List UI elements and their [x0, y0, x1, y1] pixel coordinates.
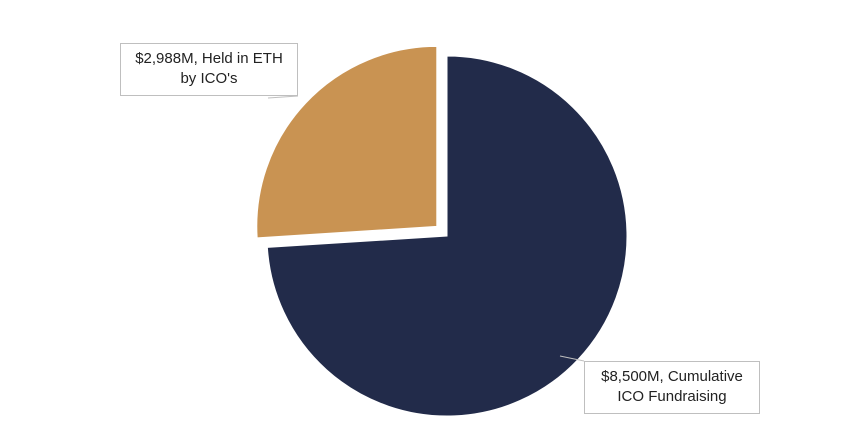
data-label-cumulative-line1: $8,500M, Cumulative [601, 368, 743, 385]
data-label-cumulative-ico-fundraising: $8,500M, Cumulative ICO Fundraising [584, 361, 760, 414]
data-label-held-in-eth: $2,988M, Held in ETH by ICO's [120, 43, 298, 96]
data-label-held-in-eth-line1: $2,988M, Held in ETH [135, 50, 283, 67]
pie-slice-cumulative-ico-fundraising [266, 55, 628, 417]
pie-slices [256, 45, 628, 417]
leader-lines [267, 95, 585, 362]
pie-slice-held-in-eth [256, 45, 438, 239]
leader-line-cumulative [559, 355, 585, 362]
data-label-cumulative-line2: ICO Fundraising [617, 388, 727, 405]
data-label-held-in-eth-line2: by ICO's [180, 70, 238, 87]
leader-line-held-in-eth [267, 95, 299, 99]
